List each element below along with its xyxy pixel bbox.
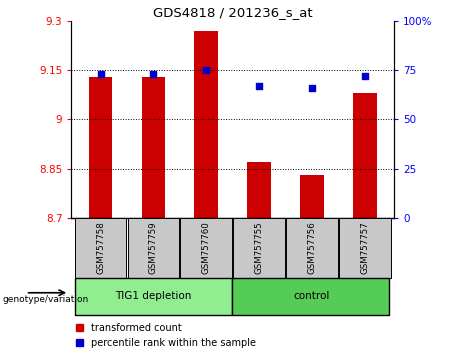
Point bbox=[361, 73, 369, 79]
Bar bbox=[300, 175, 324, 218]
Text: genotype/variation: genotype/variation bbox=[2, 295, 89, 304]
Title: GDS4818 / 201236_s_at: GDS4818 / 201236_s_at bbox=[153, 6, 313, 19]
Legend: transformed count, percentile rank within the sample: transformed count, percentile rank withi… bbox=[77, 323, 256, 348]
Text: control: control bbox=[294, 291, 330, 302]
Bar bbox=[75, 278, 232, 315]
Bar bbox=[248, 162, 271, 218]
Bar bbox=[180, 218, 232, 278]
Text: GSM757756: GSM757756 bbox=[307, 221, 317, 274]
Text: GSM757755: GSM757755 bbox=[255, 221, 264, 274]
Text: GSM757758: GSM757758 bbox=[96, 221, 105, 274]
Point bbox=[150, 72, 157, 77]
Bar bbox=[232, 278, 389, 315]
Bar bbox=[89, 77, 112, 218]
Point bbox=[255, 83, 263, 89]
Bar bbox=[75, 218, 126, 278]
Bar bbox=[128, 218, 179, 278]
Text: TIG1 depletion: TIG1 depletion bbox=[115, 291, 191, 302]
Bar bbox=[353, 93, 377, 218]
Point bbox=[203, 68, 210, 73]
Bar bbox=[233, 218, 285, 278]
Point bbox=[308, 85, 316, 91]
Bar bbox=[195, 31, 218, 218]
Text: GSM757757: GSM757757 bbox=[361, 221, 370, 274]
Bar bbox=[142, 77, 165, 218]
Bar bbox=[339, 218, 391, 278]
Bar bbox=[286, 218, 338, 278]
Point bbox=[97, 72, 104, 77]
Text: GSM757760: GSM757760 bbox=[202, 221, 211, 274]
Text: GSM757759: GSM757759 bbox=[149, 222, 158, 274]
